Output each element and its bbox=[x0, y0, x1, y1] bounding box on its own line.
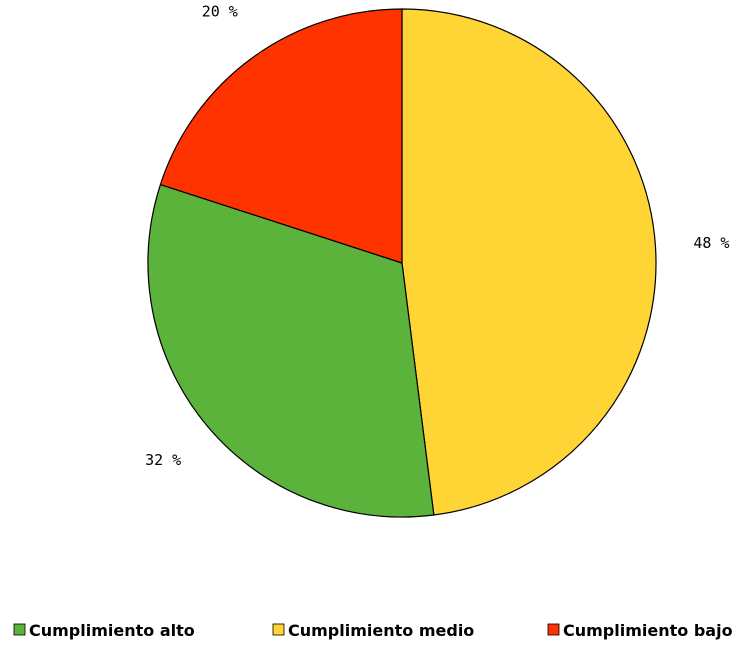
legend-item-cumplimiento-medio: Cumplimiento medio bbox=[272, 621, 474, 640]
legend-label-cumplimiento-alto: Cumplimiento alto bbox=[29, 621, 195, 640]
slice-labels: 48 % 32 % 20 % bbox=[145, 3, 729, 469]
legend-label-cumplimiento-medio: Cumplimiento medio bbox=[288, 621, 474, 640]
slice-label-cumplimiento-alto: 32 % bbox=[145, 451, 181, 469]
slice-label-cumplimiento-medio: 48 % bbox=[693, 234, 729, 252]
slice-label-cumplimiento-bajo: 20 % bbox=[202, 3, 238, 21]
legend-label-cumplimiento-bajo: Cumplimiento bajo bbox=[563, 621, 733, 640]
legend-item-cumplimiento-bajo: Cumplimiento bajo bbox=[547, 621, 733, 640]
legend-item-cumplimiento-alto: Cumplimiento alto bbox=[13, 621, 195, 640]
legend-swatch-cumplimiento-alto bbox=[13, 623, 26, 636]
pie-slices bbox=[147, 8, 657, 518]
legend-swatch-cumplimiento-medio bbox=[272, 623, 285, 636]
pie-slice-cumplimiento-medio bbox=[401, 8, 657, 516]
legend-swatch-cumplimiento-bajo bbox=[547, 623, 560, 636]
legend: Cumplimiento alto Cumplimiento medio Cumpl… bbox=[13, 621, 733, 640]
pie-slice-cumplimiento-bajo bbox=[159, 8, 403, 264]
pie-slice-cumplimiento-alto bbox=[147, 183, 435, 518]
